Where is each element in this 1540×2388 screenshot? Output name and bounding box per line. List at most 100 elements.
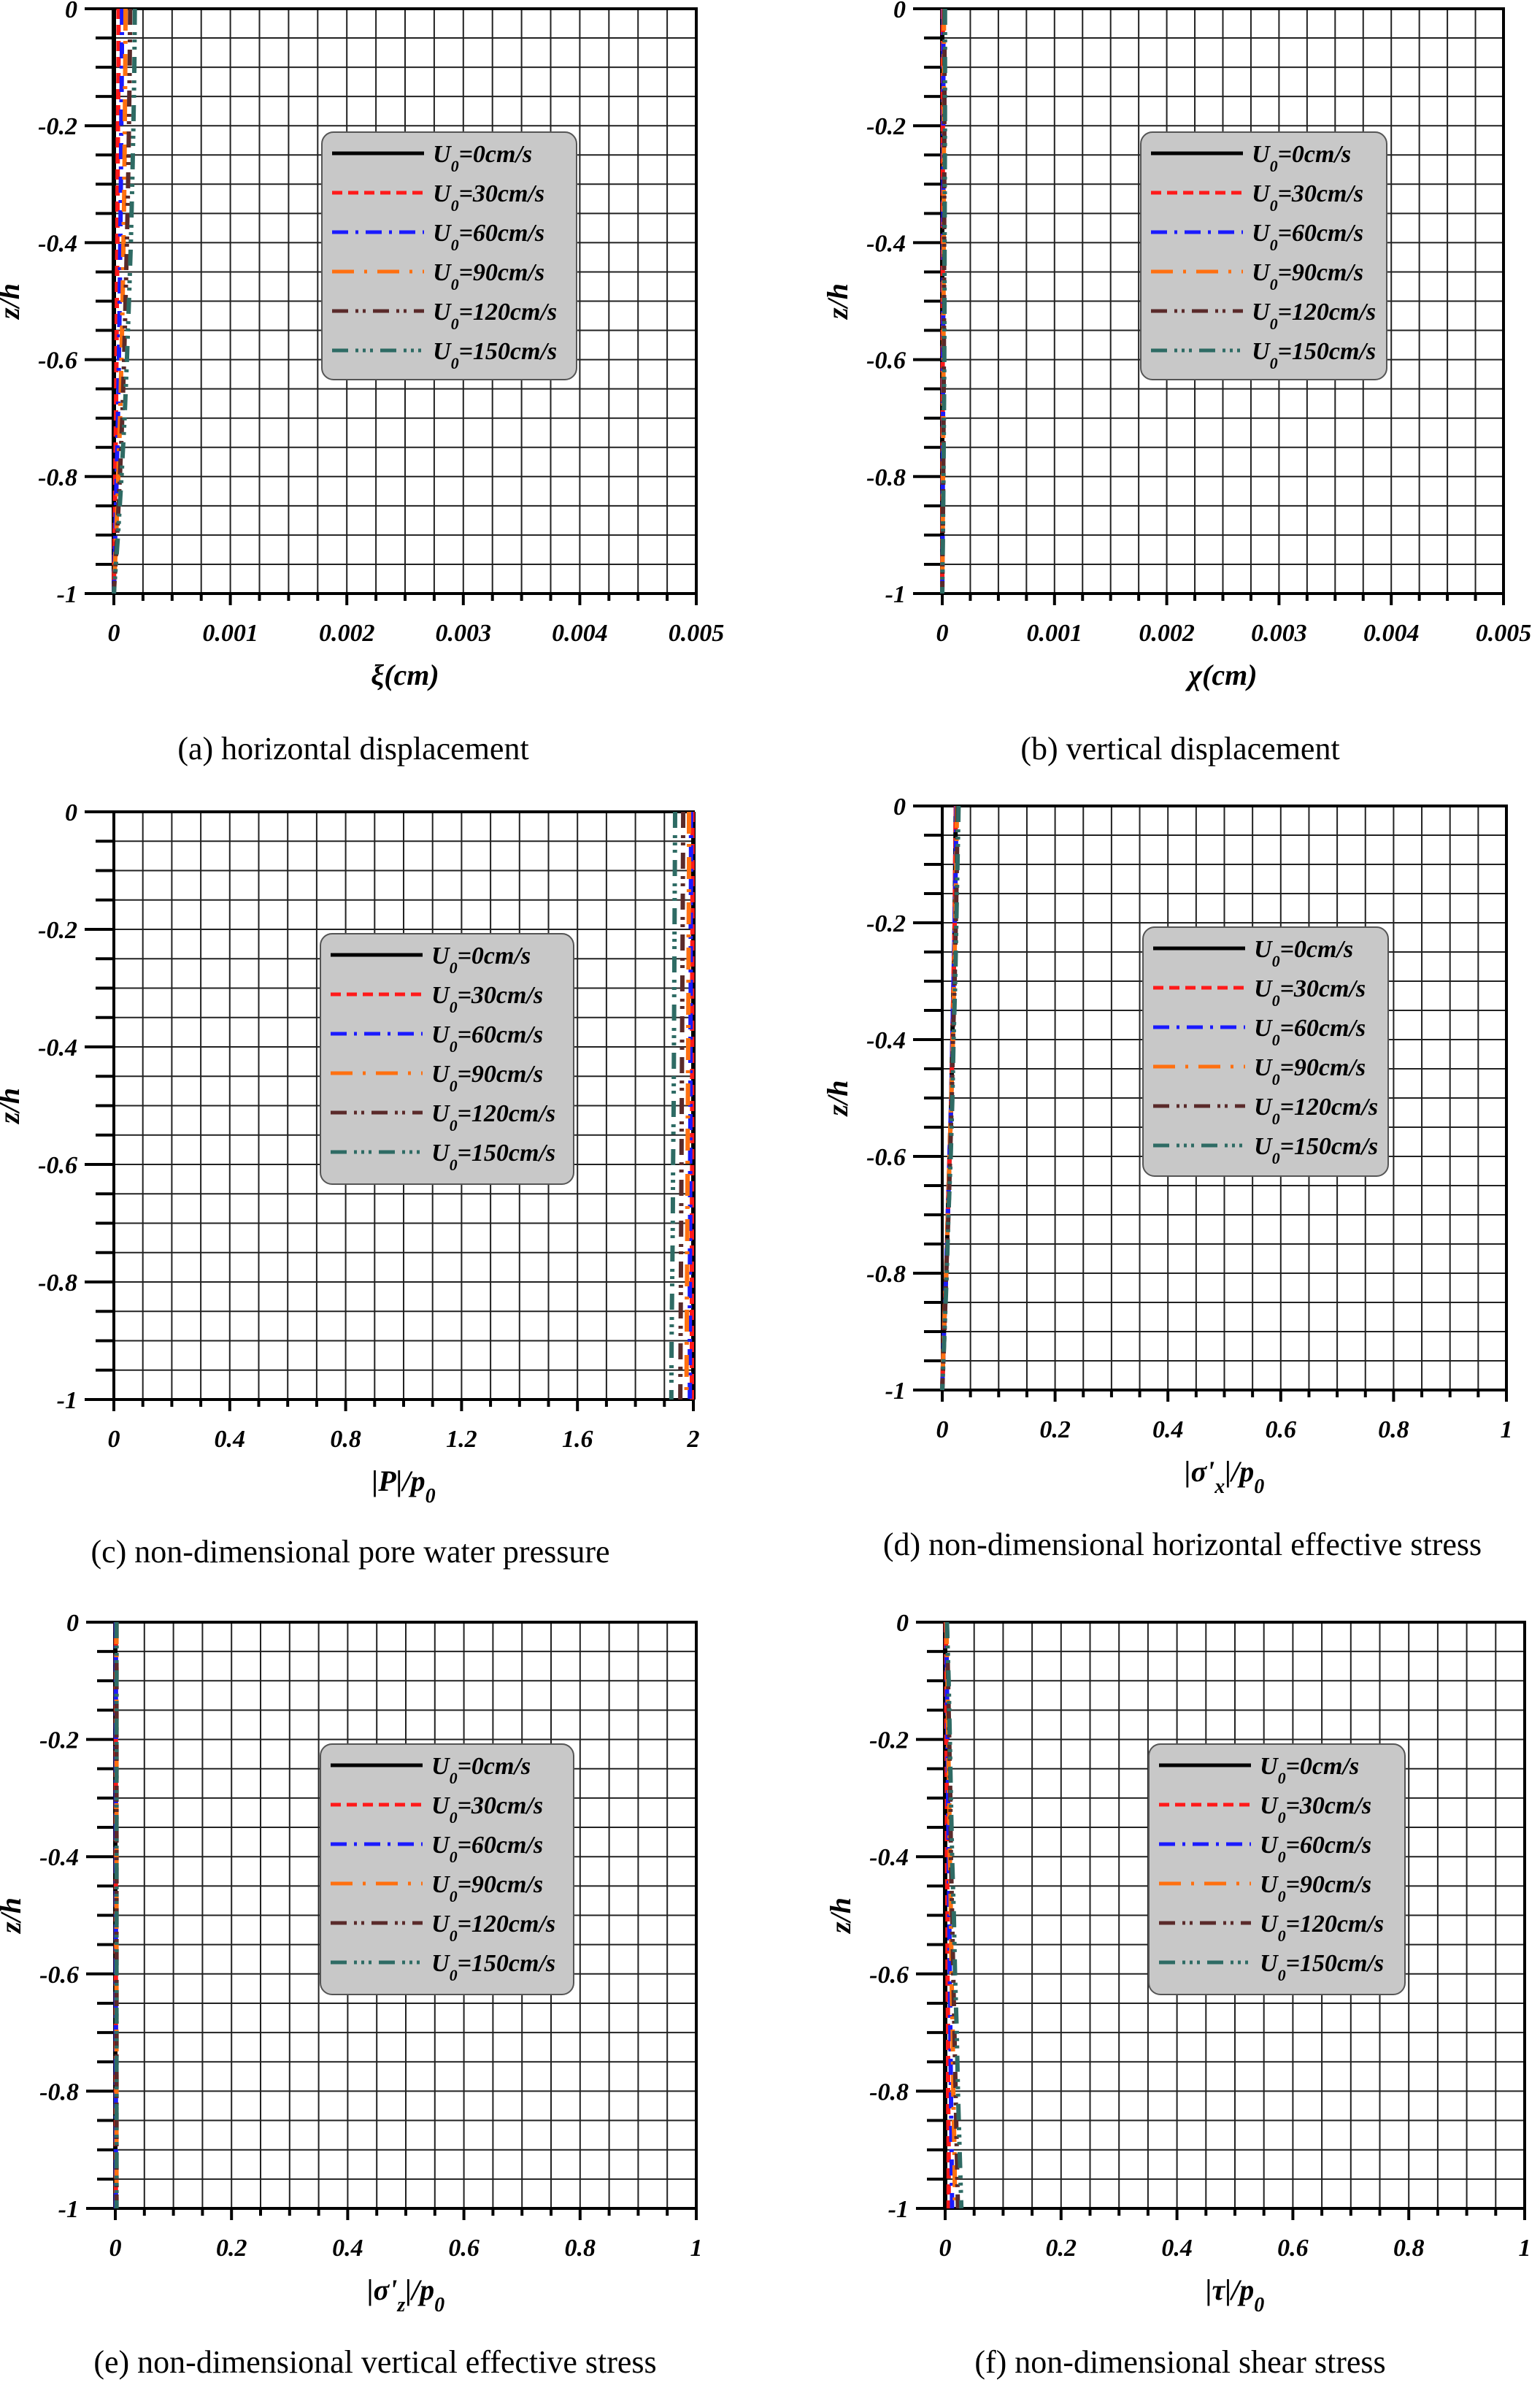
subscript: 0 — [451, 236, 459, 254]
label-segment: U — [431, 942, 451, 970]
legend-label: U0=0cm/s — [431, 1753, 531, 1787]
x-tick-label: 0 — [108, 620, 120, 647]
series-line-u0-150cm-s — [112, 8, 137, 594]
subscript: 0 — [451, 315, 459, 333]
legend-label: U0=150cm/s — [1252, 338, 1376, 372]
label-segment: =120cm/s — [1286, 1911, 1385, 1938]
legend-label: U0=120cm/s — [1252, 299, 1376, 333]
subscript: 0 — [450, 1887, 458, 1905]
label-segment: =120cm/s — [1278, 299, 1377, 326]
y-tick-label: -0.6 — [866, 1144, 906, 1171]
x-tick-label: 0.001 — [202, 620, 258, 647]
label-segment: U — [433, 180, 453, 207]
subscript: 0 — [451, 157, 459, 175]
label-segment: =120cm/s — [1280, 1094, 1379, 1121]
legend-label: U0=150cm/s — [431, 1140, 555, 1174]
y-tick-label: -0.2 — [866, 910, 906, 937]
legend-label: U0=60cm/s — [431, 1832, 543, 1866]
panel-caption: (c) non-dimensional pore water pressure — [91, 1534, 609, 1570]
subscript: 0 — [450, 959, 458, 977]
label-segment: =150cm/s — [1280, 1133, 1379, 1160]
chart-panel-d: 0 0.2 0.4 0.6 0.8 1 0 -0.2 -0.4 -0.6 -0.8 -1 |σ'x|/p… — [821, 794, 1513, 1562]
panel-caption: (a) horizontal displacement — [177, 731, 528, 767]
legend-label: U0=60cm/s — [433, 220, 544, 254]
legend-box — [320, 933, 574, 1185]
label-segment: U — [1260, 1832, 1279, 1859]
label-segment: U — [431, 1832, 451, 1859]
x-axis-label: χ(cm) — [1185, 659, 1257, 691]
legend-label: U0=90cm/s — [433, 259, 544, 293]
y-tick-label: -0.4 — [38, 230, 77, 257]
legend-label: U0=60cm/s — [1254, 1015, 1366, 1049]
x-tick-label: 0.001 — [1027, 620, 1083, 647]
series-line-u0-30cm-s — [112, 9, 121, 594]
chart-panel-a: 0 0.001 0.002 0.003 0.004 0.005 0 -0.2 -0.4 -0.6 -… — [0, 0, 724, 767]
label-segment: U — [1260, 1792, 1279, 1819]
legend-label: U0=90cm/s — [431, 1061, 543, 1095]
y-tick-label: -0.4 — [866, 230, 906, 257]
subscript: 0 — [1270, 315, 1278, 333]
y-tick-label: -1 — [58, 2196, 79, 2223]
label-segment: =90cm/s — [458, 1061, 544, 1088]
label-segment: U — [431, 1950, 451, 1977]
legend-label: U0=150cm/s — [433, 338, 557, 372]
x-tick-label: 0.8 — [565, 2235, 596, 2262]
x-tick-label: 0.005 — [1476, 620, 1532, 647]
y-tick-label: 0 — [65, 799, 77, 826]
panel-caption: (d) non-dimensional horizontal effective… — [883, 1527, 1482, 1562]
label-segment: =0cm/s — [1280, 936, 1354, 963]
x-tick-label: 0.4 — [1152, 1416, 1184, 1443]
label-segment: =90cm/s — [1280, 1054, 1366, 1081]
y-tick-label: -0.4 — [38, 1034, 77, 1061]
label-segment: =60cm/s — [459, 220, 545, 247]
label-segment: =120cm/s — [458, 1100, 556, 1127]
y-tick-label: -0.6 — [869, 1962, 909, 1989]
chart-panel-b: 0 0.001 0.002 0.003 0.004 0.005 0 -0.2 -0.4 -0.6 -… — [821, 0, 1531, 767]
legend-label: U0=120cm/s — [433, 299, 557, 333]
label-segment: U — [1260, 1950, 1279, 1977]
label-segment: U — [433, 141, 453, 168]
legend-label: U0=60cm/s — [1252, 220, 1363, 254]
y-axis-label: z/h — [0, 1088, 26, 1125]
y-tick-label: -0.4 — [869, 1844, 909, 1871]
label-segment: |/p — [1225, 1455, 1254, 1488]
label-segment: |P|/p — [371, 1464, 425, 1497]
subscript: z — [396, 2294, 405, 2316]
label-segment: =150cm/s — [1286, 1950, 1385, 1977]
series-line-u0-150cm-s — [944, 1621, 964, 2209]
label-segment: =120cm/s — [459, 299, 558, 326]
label-segment: U — [433, 259, 453, 286]
legend-label: U0=60cm/s — [1260, 1832, 1371, 1866]
y-axis-label: z/h — [821, 1080, 854, 1118]
y-tick-label: 0 — [893, 794, 906, 821]
subscript: 0 — [1254, 1475, 1264, 1498]
legend-label: U0=90cm/s — [1254, 1054, 1366, 1089]
x-tick-label: 0.002 — [1139, 620, 1195, 647]
label-segment: U — [1252, 141, 1271, 168]
label-segment: =30cm/s — [1280, 975, 1366, 1002]
label-segment: =30cm/s — [458, 982, 544, 1009]
y-axis-label: z/h — [0, 283, 26, 320]
subscript: 0 — [450, 1769, 458, 1787]
label-segment: U — [433, 220, 453, 247]
legend: U0=0cm/sU0=30cm/sU0=60cm/sU0=90cm/sU0=12… — [1140, 131, 1387, 380]
label-segment: U — [431, 1100, 451, 1127]
label-segment: =150cm/s — [1278, 338, 1377, 365]
y-tick-label: 0 — [896, 1610, 909, 1637]
label-segment: =90cm/s — [459, 259, 545, 286]
label-segment: =60cm/s — [1286, 1832, 1372, 1859]
subscript: 0 — [450, 1077, 458, 1095]
legend-box — [320, 1743, 574, 1995]
x-tick-label: 0.003 — [436, 620, 492, 647]
x-tick-label: 0.002 — [319, 620, 375, 647]
subscript: 0 — [1272, 1149, 1280, 1167]
x-tick-label: 1 — [1501, 1416, 1513, 1443]
legend-label: U0=30cm/s — [1254, 975, 1366, 1010]
x-tick-label: 1 — [690, 2235, 703, 2262]
label-segment: U — [1260, 1871, 1279, 1898]
plot-frame — [941, 805, 1508, 1391]
legend: U0=0cm/sU0=30cm/sU0=60cm/sU0=90cm/sU0=12… — [320, 933, 574, 1185]
subscript: 0 — [1278, 1769, 1286, 1787]
legend: U0=0cm/sU0=30cm/sU0=60cm/sU0=90cm/sU0=12… — [321, 131, 577, 380]
label-segment: =150cm/s — [458, 1140, 556, 1167]
